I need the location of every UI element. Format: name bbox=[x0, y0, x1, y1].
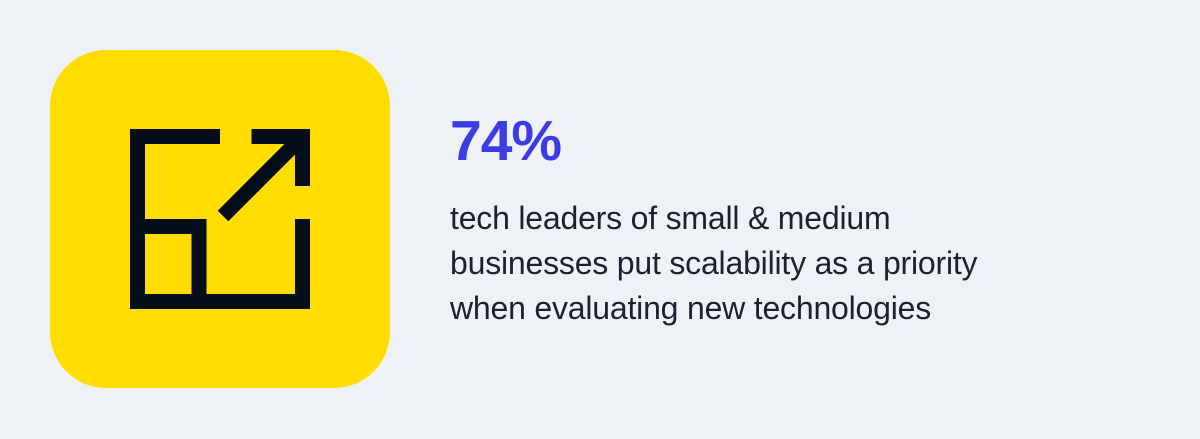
arrowhead-path bbox=[251, 129, 310, 186]
stat-content: 74% tech leaders of small & medium busin… bbox=[450, 113, 1150, 331]
scale-expand-icon bbox=[130, 129, 310, 309]
outer-square-path bbox=[130, 129, 310, 309]
inner-square-path bbox=[137, 219, 207, 302]
stat-value: 74% bbox=[450, 109, 562, 173]
stat-description: tech leaders of small & medium businesse… bbox=[450, 196, 1150, 331]
scalability-icon-tile bbox=[50, 50, 390, 388]
stat-description-line-1: tech leaders of small & medium bbox=[450, 200, 891, 236]
arrow-shaft-path bbox=[217, 137, 302, 222]
stat-description-line-2: businesses put scalability as a priority bbox=[450, 245, 978, 281]
stat-description-line-3: when evaluating new technologies bbox=[450, 290, 932, 326]
